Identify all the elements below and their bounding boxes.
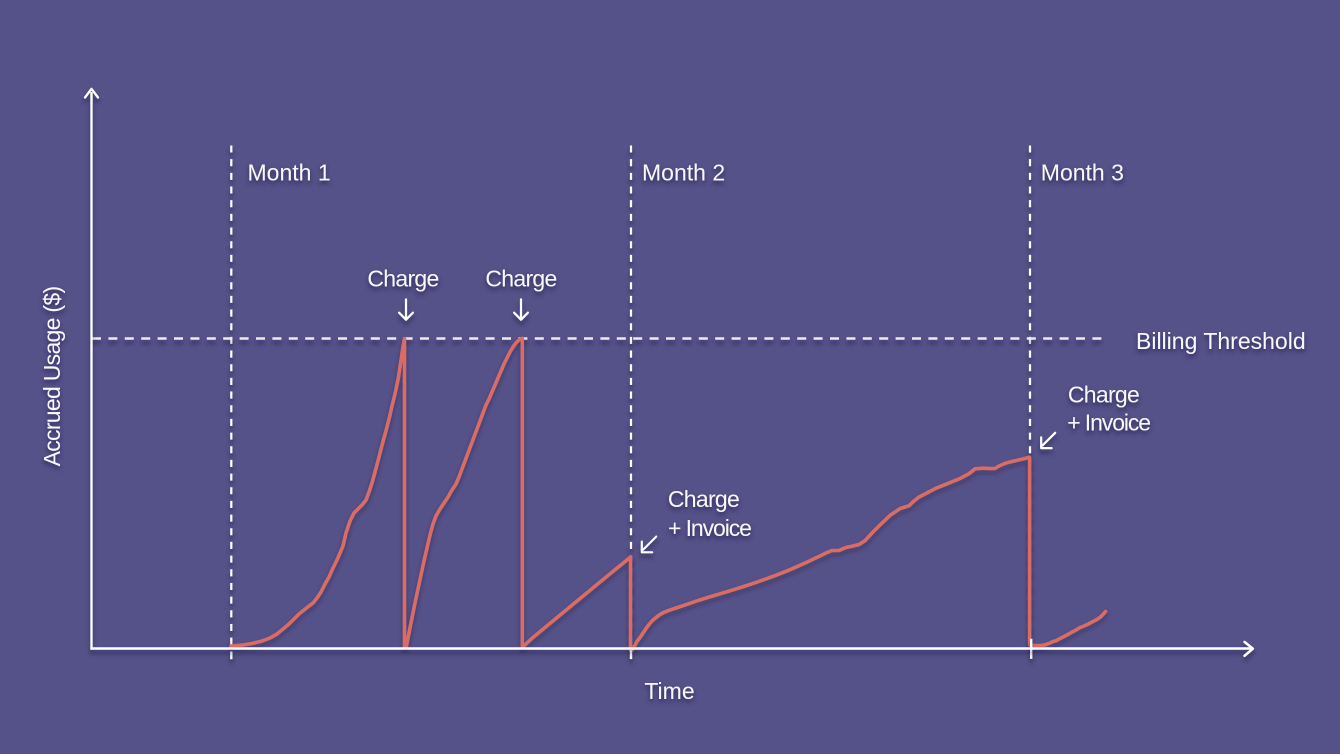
svg-text:Charge: Charge	[1068, 382, 1139, 408]
svg-text:+ Invoice: + Invoice	[668, 515, 751, 541]
svg-text:Month 1: Month 1	[248, 160, 331, 186]
svg-text:+ Invoice: + Invoice	[1067, 409, 1150, 435]
svg-text:Accrued Usage ($): Accrued Usage ($)	[39, 287, 65, 467]
svg-text:Charge: Charge	[668, 486, 739, 512]
svg-text:Month 2: Month 2	[642, 160, 725, 186]
svg-text:Billing Threshold: Billing Threshold	[1136, 328, 1306, 354]
svg-text:Month 3: Month 3	[1041, 160, 1124, 186]
svg-text:Charge: Charge	[367, 266, 438, 292]
svg-text:Charge: Charge	[485, 266, 556, 292]
svg-text:Time: Time	[644, 678, 694, 704]
